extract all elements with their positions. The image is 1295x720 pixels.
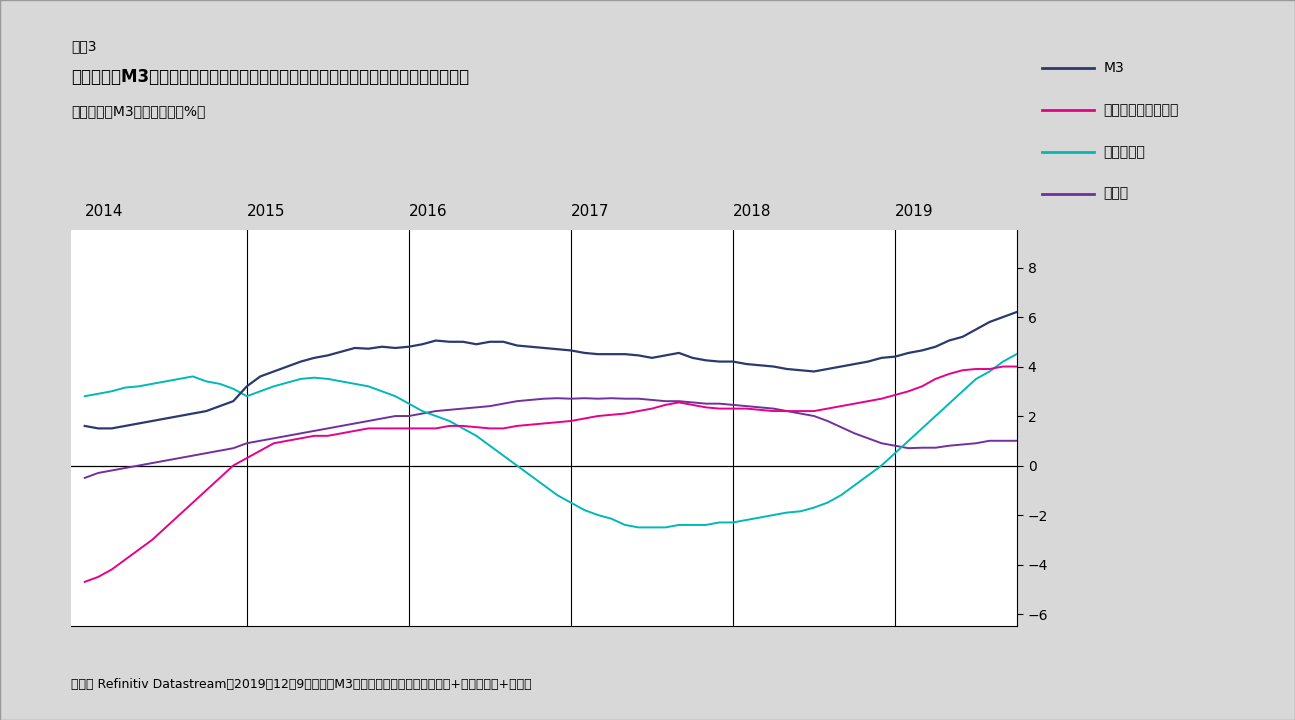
Text: M3: M3 (1103, 61, 1124, 76)
Text: 2016: 2016 (409, 204, 448, 220)
Text: 出所： Refinitiv Datastream、2019年12月9日時点。M3＝民間セクターへの貸し出し+対外純資産+その他: 出所： Refinitiv Datastream、2019年12月9日時点。M3… (71, 678, 532, 691)
Text: 対外純資産: 対外純資産 (1103, 145, 1145, 159)
Text: ユーロ圏のM3の伸び率は、域内の債務ではなく、対外純資産をベースに緩やかに回復: ユーロ圏のM3の伸び率は、域内の債務ではなく、対外純資産をベースに緩やかに回復 (71, 68, 469, 86)
Text: 2018: 2018 (733, 204, 772, 220)
Text: 2014: 2014 (84, 204, 123, 220)
Text: 民間セクターの債務: 民間セクターの債務 (1103, 103, 1178, 117)
Text: 2015: 2015 (247, 204, 285, 220)
Text: 2019: 2019 (895, 204, 934, 220)
Text: ユーロ圏のM3への貢献度（%）: ユーロ圏のM3への貢献度（%） (71, 104, 206, 118)
Text: その他: その他 (1103, 186, 1128, 201)
Text: 2017: 2017 (571, 204, 610, 220)
Text: 図表3: 図表3 (71, 40, 97, 53)
